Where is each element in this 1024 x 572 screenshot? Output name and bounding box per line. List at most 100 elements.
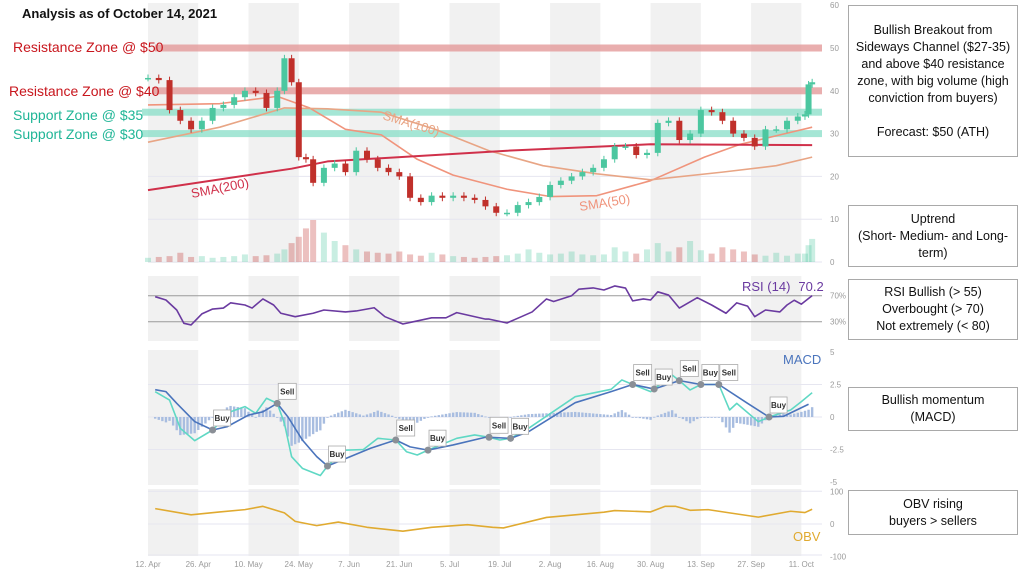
macd-histogram-bar (563, 412, 566, 417)
macd-histogram-bar (473, 412, 476, 417)
signal-label-box (328, 445, 346, 463)
macd-histogram-bar (548, 413, 552, 417)
macd-histogram-bar (617, 411, 620, 417)
volume-bar (188, 256, 195, 262)
candle-body (493, 206, 500, 213)
volume-bar (295, 236, 302, 262)
macd-histogram-bar (785, 414, 789, 417)
macd-axis-tick: -2.5 (830, 446, 844, 455)
page-title: Analysis as of October 14, 2021 (22, 6, 218, 21)
volume-bar (331, 241, 338, 262)
volume-bar (600, 254, 607, 262)
signal-marker (675, 377, 683, 385)
candle-body (801, 114, 808, 117)
period-band (449, 489, 500, 556)
volume-bar (263, 255, 270, 262)
macd-histogram-bar (602, 414, 606, 417)
candle-body (514, 205, 521, 213)
volume-bar (385, 253, 392, 262)
macd-histogram-bar (656, 415, 659, 417)
macd-histogram-bar (462, 412, 466, 417)
macd-histogram-bar (175, 417, 178, 431)
macd-histogram-bar (186, 417, 189, 435)
macd-histogram-bar (279, 417, 283, 422)
macd-histogram-bar (710, 417, 713, 418)
volume-bar (353, 249, 360, 262)
macd-histogram-bar (236, 407, 239, 417)
macd-axis-tick: 0 (830, 413, 835, 422)
candle-body (198, 120, 205, 130)
candle-body (633, 146, 640, 155)
macd-histogram-bar (645, 417, 649, 420)
macd-histogram-bar (699, 417, 703, 418)
macd-histogram-bar (570, 412, 573, 417)
rsi-axis-tick: 30% (830, 318, 846, 327)
obv-line (155, 505, 813, 532)
obv-axis-tick: 0 (830, 520, 835, 529)
macd-histogram-bar (434, 415, 437, 417)
volume-bar (482, 256, 489, 262)
macd-histogram-bar (372, 411, 376, 417)
volume-bar (805, 245, 812, 262)
macd-histogram-bar (261, 409, 265, 417)
volume-bar (801, 253, 808, 262)
macd-histogram-bar (293, 417, 297, 445)
macd-histogram-bar (437, 415, 440, 417)
macd-histogram-bar (541, 413, 545, 417)
macd-histogram-bar (739, 417, 742, 424)
macd-histogram-bar (652, 416, 656, 418)
macd-histogram-bar (530, 413, 534, 417)
candle-body (450, 195, 457, 198)
macd-histogram-bar (416, 417, 419, 423)
volume-bar (622, 251, 629, 262)
macd-histogram-bar (451, 412, 455, 417)
signal-marker (629, 381, 637, 388)
period-band (148, 276, 199, 341)
signal-label-box (719, 364, 739, 381)
candle-body (320, 167, 327, 183)
macd-histogram-bar (782, 413, 785, 417)
candle-body (644, 152, 651, 155)
candle-body (568, 176, 575, 181)
volume-bar (665, 251, 672, 262)
candlesticks (145, 54, 816, 217)
signal-marker (507, 434, 515, 442)
macd-histogram-bar (660, 414, 663, 417)
signal-label-box (489, 416, 509, 434)
candle-body (687, 133, 694, 141)
signal-label-sell: Sell (636, 369, 650, 378)
volume-bar (417, 255, 424, 262)
volume-bar (231, 256, 238, 262)
note-uptrend: Uptrend (Short- Medium- and Long-term) (848, 205, 1018, 267)
support-zone-band (142, 108, 822, 116)
signal-label-box (654, 368, 673, 386)
period-band (650, 489, 701, 556)
macd-histogram-bar (243, 408, 247, 417)
macd-histogram-bar (706, 417, 710, 418)
obv-panel (155, 505, 813, 532)
candle-body (252, 90, 259, 93)
candle-body (145, 77, 151, 80)
macd-histogram-bar (800, 411, 803, 417)
x-axis-tick: 30. Aug (637, 560, 664, 569)
macd-histogram-bar (369, 413, 372, 417)
volume-bar (374, 252, 381, 262)
period-band (550, 489, 601, 556)
macd-histogram-bar (523, 414, 527, 417)
volume-bar (514, 253, 521, 262)
macd-histogram-bar (606, 414, 609, 417)
candle-body (809, 82, 816, 85)
macd-histogram-bar (595, 413, 598, 417)
macd-histogram-bar (387, 414, 390, 417)
macd-histogram-bar (240, 407, 243, 417)
macd-histogram-bar (527, 414, 530, 417)
volume-bar (697, 250, 704, 262)
candle-body (342, 163, 349, 173)
volume-bar (557, 253, 564, 262)
macd-histogram-bar (688, 417, 692, 424)
resistance-zone-band (152, 87, 822, 95)
macd-histogram-bar (627, 414, 631, 417)
macd-histogram-bar (157, 417, 160, 420)
candle-body (288, 58, 295, 83)
candle-body (331, 163, 338, 168)
